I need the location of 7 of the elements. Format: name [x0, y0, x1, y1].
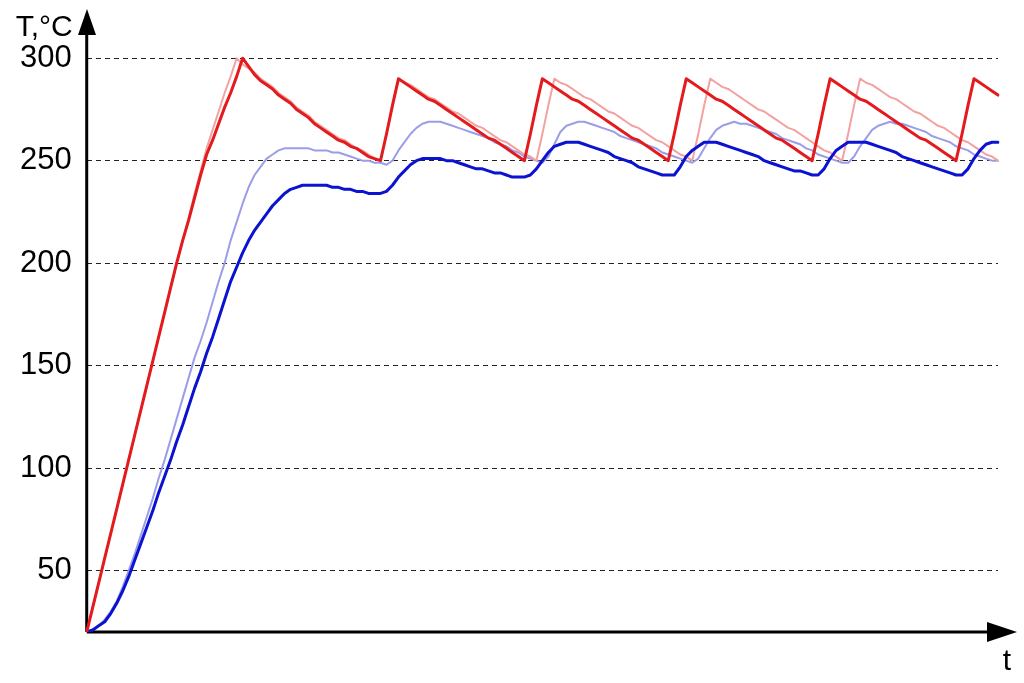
y-tick-label: 150: [19, 346, 72, 382]
y-tick-label: 50: [37, 551, 72, 587]
y-tick-label: 200: [19, 243, 72, 279]
y-axis-title: T,°C: [15, 8, 73, 42]
y-tick-label: 250: [19, 141, 72, 177]
x-axis-title: t: [1002, 643, 1012, 676]
y-tick-label: 100: [19, 448, 72, 484]
